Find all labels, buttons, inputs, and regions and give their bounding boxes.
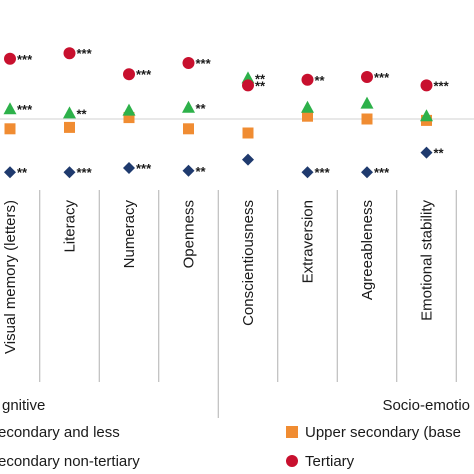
mark-diamond-1 — [63, 166, 76, 179]
category-labels: Visual memory (letters) Literacy Numeracy O… — [2, 200, 436, 354]
group-label-0: gnitive — [2, 397, 45, 414]
mark-circle-4 — [242, 79, 254, 92]
mark-circle-2 — [123, 68, 135, 81]
mark-triangle-0 — [3, 102, 17, 115]
mark-triangle-5 — [301, 100, 314, 113]
mark-circle-3 — [182, 57, 195, 69]
mark-triangle-2 — [122, 103, 136, 116]
mark-square-6 — [361, 113, 373, 125]
category-label-1: Literacy — [62, 200, 79, 253]
category-label-5: Extraversion — [300, 200, 317, 283]
mark-triangle-6 — [360, 96, 374, 109]
legend-label-square: Upper secondary (base — [305, 424, 461, 441]
category-label-7: Emotional stability — [419, 200, 436, 321]
sig-label-circle-6: *** — [374, 70, 390, 85]
mark-diamond-6 — [361, 166, 373, 179]
category-label-3: Openness — [181, 200, 198, 268]
legend-label-diamond: econdary and less — [0, 424, 120, 441]
sig-label-diamond-1: *** — [77, 165, 93, 180]
sig-label-circle-7: *** — [434, 78, 450, 93]
mark-triangle-3 — [182, 100, 195, 113]
category-label-0: Visual memory (letters) — [2, 200, 19, 354]
category-label-4: Conscientiousness — [240, 200, 257, 326]
sig-label-circle-3: *** — [196, 56, 212, 71]
sig-label-circle-4: ** — [255, 78, 266, 93]
mark-square-2 — [123, 112, 135, 124]
mark-circle-6 — [361, 71, 373, 83]
legend: econdary and less econdary non-tertiary Up… — [0, 424, 461, 470]
category-label-2: Numeracy — [121, 200, 138, 269]
sig-label-circle-0: *** — [17, 52, 33, 67]
mark-diamond-5 — [301, 166, 314, 179]
legend-label-circle: Tertiary — [305, 453, 355, 470]
mark-circle-1 — [63, 47, 76, 60]
sig-label-diamond-3: ** — [196, 164, 207, 179]
mark-diamond-0 — [4, 166, 16, 179]
mark-diamond-4 — [242, 153, 254, 166]
mark-square-3 — [183, 123, 194, 135]
mark-triangle-7 — [420, 109, 433, 122]
mark-circle-5 — [301, 73, 314, 86]
sig-label-triangle-4: ** — [255, 71, 266, 86]
sig-label-diamond-5: *** — [315, 165, 331, 180]
mark-square-0 — [4, 123, 16, 135]
sig-label-triangle-3: ** — [196, 101, 207, 116]
sig-label-circle-1: *** — [77, 46, 93, 61]
sig-label-diamond-7: ** — [434, 146, 445, 161]
sig-label-triangle-1: ** — [77, 106, 88, 121]
data-marks: ** *** *** ** *** ******** ** ******* **********… — [3, 46, 450, 180]
mark-circle-0 — [4, 52, 16, 65]
legend-label-triangle: econdary non-tertiary — [0, 453, 140, 470]
category-label-6: Agreeableness — [359, 200, 376, 300]
sig-label-diamond-6: *** — [374, 165, 390, 180]
mark-diamond-3 — [182, 164, 195, 177]
legend-marker-square — [286, 426, 298, 438]
sig-label-circle-2: *** — [136, 67, 152, 82]
mark-square-5 — [302, 110, 313, 122]
sig-label-circle-5: ** — [315, 73, 326, 88]
sig-label-triangle-0: *** — [17, 102, 33, 117]
mark-circle-7 — [420, 79, 433, 92]
group-label-1: Socio-emotio — [382, 397, 470, 414]
mark-triangle-1 — [63, 106, 76, 119]
sig-label-diamond-0: ** — [17, 165, 28, 180]
category-dividers — [39, 190, 457, 418]
mark-diamond-2 — [123, 162, 135, 174]
mark-diamond-7 — [420, 146, 433, 159]
group-labels: gnitive Socio-emotio — [2, 397, 470, 414]
sig-label-diamond-2: *** — [136, 161, 152, 176]
mark-square-1 — [64, 121, 75, 133]
mark-square-4 — [242, 127, 254, 139]
legend-marker-circle — [286, 455, 298, 467]
